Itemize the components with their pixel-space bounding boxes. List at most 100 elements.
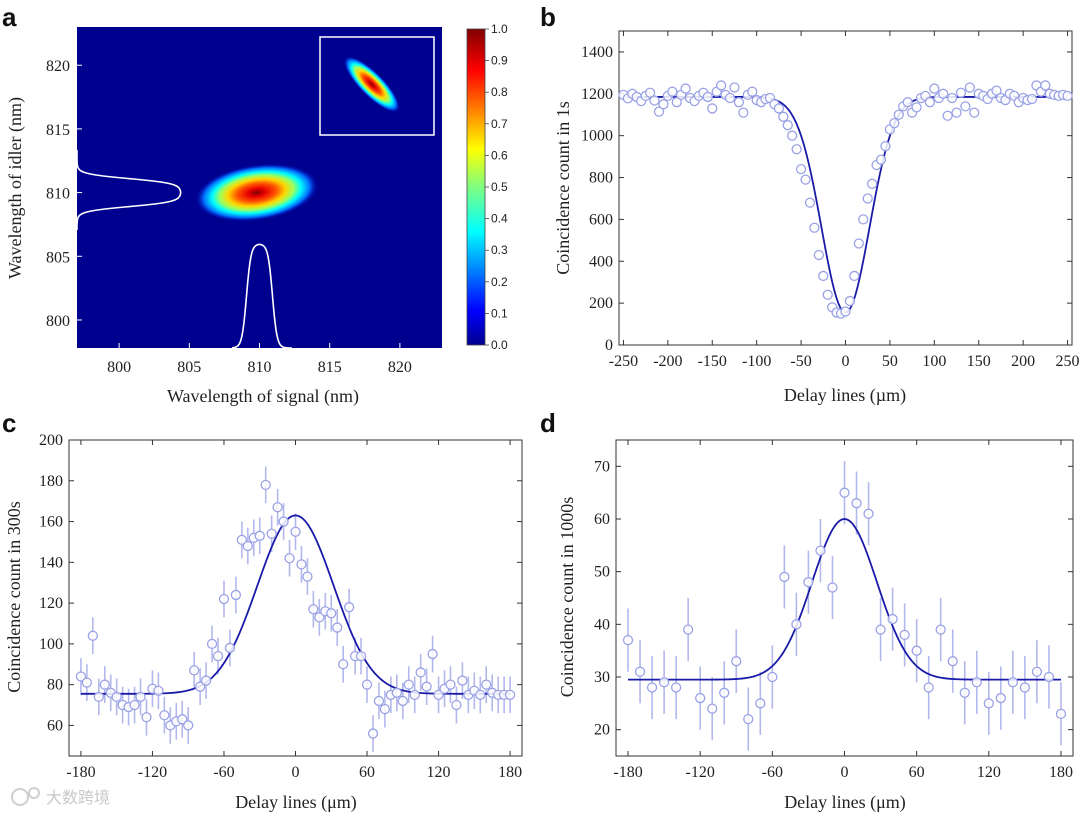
colorbar-tick-label: 0.4 bbox=[491, 212, 508, 226]
data-point bbox=[935, 624, 946, 635]
x-tick-label: -60 bbox=[213, 764, 234, 781]
data-point bbox=[670, 682, 682, 693]
data-point bbox=[391, 687, 402, 698]
x-tick-label: -180 bbox=[613, 764, 642, 781]
data-point bbox=[991, 85, 1002, 96]
data-point bbox=[827, 582, 838, 593]
data-point bbox=[355, 650, 367, 662]
data-point bbox=[911, 645, 922, 656]
data-point bbox=[1026, 93, 1038, 105]
data-point bbox=[729, 82, 740, 93]
data-point bbox=[230, 589, 242, 601]
data-point bbox=[902, 97, 913, 108]
panel-d-y-axis-label: Coincidence count in 1000s bbox=[557, 497, 577, 697]
data-point bbox=[284, 553, 295, 564]
colorbar-tick-label: 1.0 bbox=[491, 22, 508, 36]
heatmap-y-tick-label: 810 bbox=[46, 186, 70, 203]
data-point bbox=[183, 720, 194, 731]
x-tick-label: -250 bbox=[609, 353, 638, 370]
x-tick-label: 120 bbox=[977, 764, 1001, 781]
heatmap-x-tick-label: 810 bbox=[248, 359, 272, 376]
data-point bbox=[840, 306, 851, 317]
data-point bbox=[743, 713, 754, 725]
data-point bbox=[899, 629, 910, 641]
data-point bbox=[971, 677, 982, 688]
panel-d-plot: -180 -120 -60 0 60 120 180 20 30 40 50 60 70 bbox=[594, 439, 1074, 781]
data-point bbox=[99, 679, 110, 690]
data-point bbox=[415, 667, 426, 678]
colorbar-tick-label: 0.5 bbox=[491, 180, 508, 194]
x-tick-label: 50 bbox=[882, 353, 898, 370]
x-tick-label: 0 bbox=[292, 764, 300, 781]
data-point bbox=[858, 214, 869, 225]
data-point bbox=[504, 689, 516, 700]
data-point bbox=[653, 106, 665, 117]
data-point bbox=[445, 679, 456, 690]
data-point bbox=[177, 714, 188, 725]
data-point bbox=[959, 687, 970, 698]
data-point bbox=[683, 624, 694, 635]
panel-c-plot: -180 -120 -60 0 60 120 180 60 80 100 120 140 160 180 2… bbox=[39, 432, 523, 781]
x-tick-label: 250 bbox=[1056, 353, 1080, 370]
y-tick-label: 160 bbox=[39, 514, 63, 531]
data-point bbox=[634, 666, 646, 677]
data-point bbox=[367, 728, 379, 739]
x-tick-label: 180 bbox=[498, 764, 522, 781]
data-point bbox=[658, 99, 669, 110]
data-point bbox=[839, 487, 850, 498]
heatmap-x-tick-label: 820 bbox=[388, 359, 412, 376]
data-point bbox=[755, 698, 766, 709]
heatmap-y-axis-label: Wavelength of idler (nm) bbox=[5, 97, 26, 279]
data-point bbox=[778, 111, 789, 122]
y-tick-label: 100 bbox=[39, 636, 63, 653]
watermark: 大数跨境 bbox=[11, 787, 110, 807]
data-point bbox=[889, 117, 900, 129]
data-point bbox=[308, 604, 319, 615]
data-point bbox=[93, 691, 104, 703]
data-point bbox=[403, 679, 414, 690]
data-point bbox=[715, 80, 727, 91]
data-point bbox=[658, 677, 670, 688]
x-tick-label: -120 bbox=[686, 764, 715, 781]
colorbar bbox=[466, 28, 486, 346]
data-point bbox=[851, 498, 862, 509]
y-tick-label: 60 bbox=[47, 717, 63, 734]
data-point bbox=[795, 164, 807, 175]
y-tick-label: 70 bbox=[594, 458, 610, 475]
panel-a-label: a bbox=[2, 2, 17, 32]
heatmap-x-tick-label: 805 bbox=[177, 359, 201, 376]
data-point bbox=[803, 577, 814, 588]
data-point bbox=[702, 91, 713, 103]
panel-b-x-axis-label: Delay lines (µm) bbox=[784, 385, 906, 406]
data-point bbox=[813, 249, 825, 261]
heatmap-y-tick-label: 820 bbox=[46, 58, 70, 75]
data-point bbox=[326, 608, 337, 619]
y-tick-label: 60 bbox=[594, 511, 610, 528]
data-point bbox=[1055, 708, 1067, 720]
data-point bbox=[1019, 682, 1031, 693]
data-point bbox=[800, 174, 811, 185]
panel-c-x-axis-label: Delay lines (μm) bbox=[235, 792, 357, 813]
data-point bbox=[731, 656, 742, 667]
x-tick-label: -100 bbox=[742, 353, 771, 370]
x-tick-label: 200 bbox=[1011, 353, 1035, 370]
y-tick-label: 200 bbox=[39, 432, 63, 449]
x-tick-label: -150 bbox=[698, 353, 727, 370]
data-point bbox=[671, 97, 682, 108]
panel-d-label: d bbox=[540, 408, 556, 438]
data-point bbox=[738, 107, 749, 118]
x-tick-label: 120 bbox=[427, 764, 451, 781]
data-point bbox=[787, 130, 798, 141]
colorbar-tick-label: 0.8 bbox=[491, 85, 508, 99]
colorbar-tick-label: 0.2 bbox=[491, 275, 508, 289]
data-point bbox=[622, 634, 634, 646]
data-point bbox=[266, 528, 277, 539]
data-point bbox=[1040, 80, 1051, 91]
data-point bbox=[849, 270, 860, 282]
y-tick-label: 50 bbox=[594, 564, 610, 581]
data-point bbox=[983, 698, 994, 709]
data-point bbox=[260, 479, 271, 491]
data-point bbox=[206, 638, 218, 650]
data-point bbox=[427, 648, 438, 660]
